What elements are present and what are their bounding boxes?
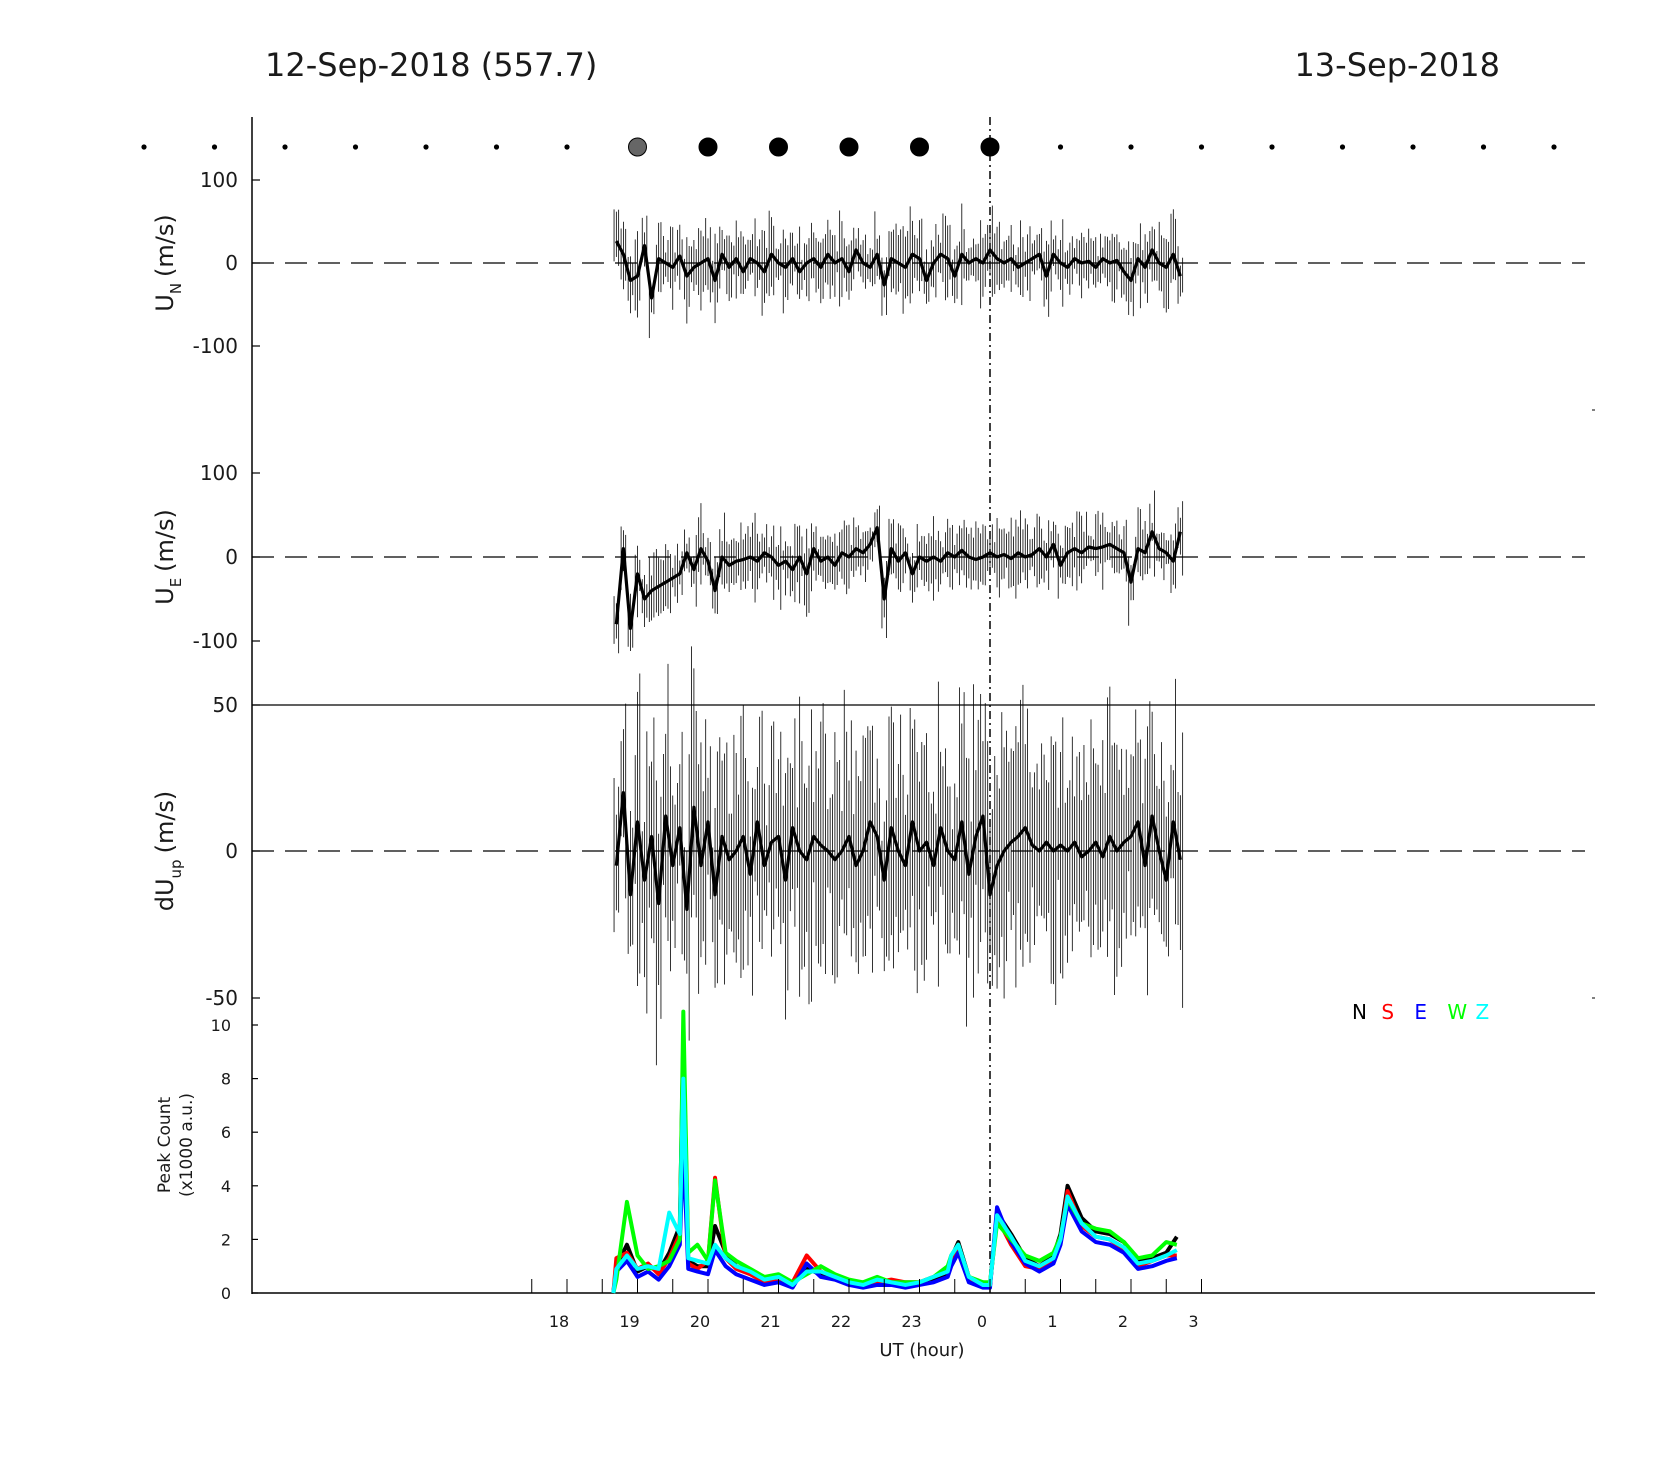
x-tick-label: 21 — [760, 1312, 780, 1331]
sky-marker — [1128, 144, 1134, 150]
series-N — [611, 1036, 1179, 1294]
sky-marker — [1198, 144, 1205, 150]
sky-marker — [980, 137, 1000, 157]
dup-ylabel: dUup(m/s) — [151, 791, 185, 912]
sky-marker — [1269, 144, 1275, 150]
x-axis: 18 19 20 21 22 23 0 1 2 3 — [531, 1279, 1202, 1331]
sky-marker — [839, 137, 859, 157]
sky-marker — [698, 137, 718, 157]
x-tick-label: 2 — [1118, 1312, 1128, 1331]
pc-ylabel: Peak Count — [155, 1097, 175, 1194]
ue-panel: 100 0 -100 — [193, 461, 1184, 654]
x-axis-label: UT (hour) — [879, 1340, 964, 1361]
sky-marker — [769, 137, 788, 157]
series-S — [611, 1116, 1177, 1294]
legend-z: Z — [1476, 1000, 1490, 1024]
pc-ylabel-unit: (x1000 a.u.) — [177, 1093, 197, 1197]
sky-marker — [628, 137, 647, 157]
sky-marker — [1339, 144, 1346, 150]
x-tick-label: 1 — [1047, 1312, 1057, 1331]
x-tick-label: 18 — [549, 1312, 569, 1331]
y-tick-label: 0 — [225, 839, 238, 863]
y-tick-label: 10 — [211, 1016, 231, 1035]
legend-n: N — [1352, 1000, 1367, 1024]
peak-count-panel: 10 8 6 4 2 0 — [211, 1009, 1179, 1303]
y-tick-label: 2 — [221, 1230, 231, 1249]
sky-marker — [1057, 144, 1064, 150]
legend-s: S — [1381, 1000, 1394, 1024]
sky-marker — [564, 144, 570, 150]
series-Z — [611, 1076, 1178, 1294]
left-title: 12-Sep-2018 (557.7) — [265, 46, 597, 84]
sky-marker — [423, 144, 429, 150]
y-tick-label: 0 — [225, 251, 238, 275]
un-ylabel: UN(m/s) — [151, 214, 185, 312]
x-tick-label: 22 — [831, 1312, 851, 1331]
y-tick-label: -50 — [205, 986, 238, 1010]
series-E — [611, 1143, 1178, 1294]
series-W — [611, 1009, 1178, 1294]
sky-marker — [211, 144, 218, 150]
series-line — [614, 525, 1182, 631]
series-line — [614, 240, 1182, 300]
y-tick-label: -100 — [193, 629, 238, 653]
legend-e: E — [1414, 1000, 1427, 1024]
sky-markers — [141, 137, 1557, 157]
sky-marker — [352, 144, 359, 150]
y-tick-label: -100 — [193, 334, 238, 358]
y-tick-label: 100 — [200, 168, 238, 192]
sky-marker — [493, 144, 500, 150]
legend-w: W — [1447, 1000, 1467, 1024]
x-tick-label: 3 — [1188, 1312, 1198, 1331]
x-tick-label: 19 — [619, 1312, 639, 1331]
sky-marker — [1410, 144, 1416, 150]
sky-marker — [1480, 144, 1487, 150]
legend: N S E W Z — [1352, 1000, 1489, 1024]
dup-panel: 50 0 -50 — [205, 646, 1184, 1066]
ue-ylabel: UE(m/s) — [151, 509, 185, 605]
x-tick-label: 20 — [690, 1312, 710, 1331]
y-tick-label: 8 — [221, 1070, 231, 1089]
sky-marker — [282, 144, 288, 150]
sky-marker — [910, 137, 929, 157]
sky-marker — [1551, 144, 1557, 150]
y-tick-label: 6 — [221, 1123, 231, 1142]
y-tick-label: 0 — [221, 1284, 231, 1303]
x-tick-label: 0 — [977, 1312, 987, 1331]
un-panel: 100 0 -100 — [193, 168, 1184, 358]
sky-marker — [141, 144, 147, 150]
series-line — [614, 790, 1182, 912]
x-tick-label: 23 — [901, 1312, 921, 1331]
y-tick-label: 4 — [221, 1177, 231, 1196]
y-tick-label: 100 — [200, 461, 238, 485]
y-tick-label: 0 — [225, 545, 238, 569]
right-title: 13-Sep-2018 — [1294, 46, 1500, 84]
y-tick-label: 50 — [213, 693, 238, 717]
